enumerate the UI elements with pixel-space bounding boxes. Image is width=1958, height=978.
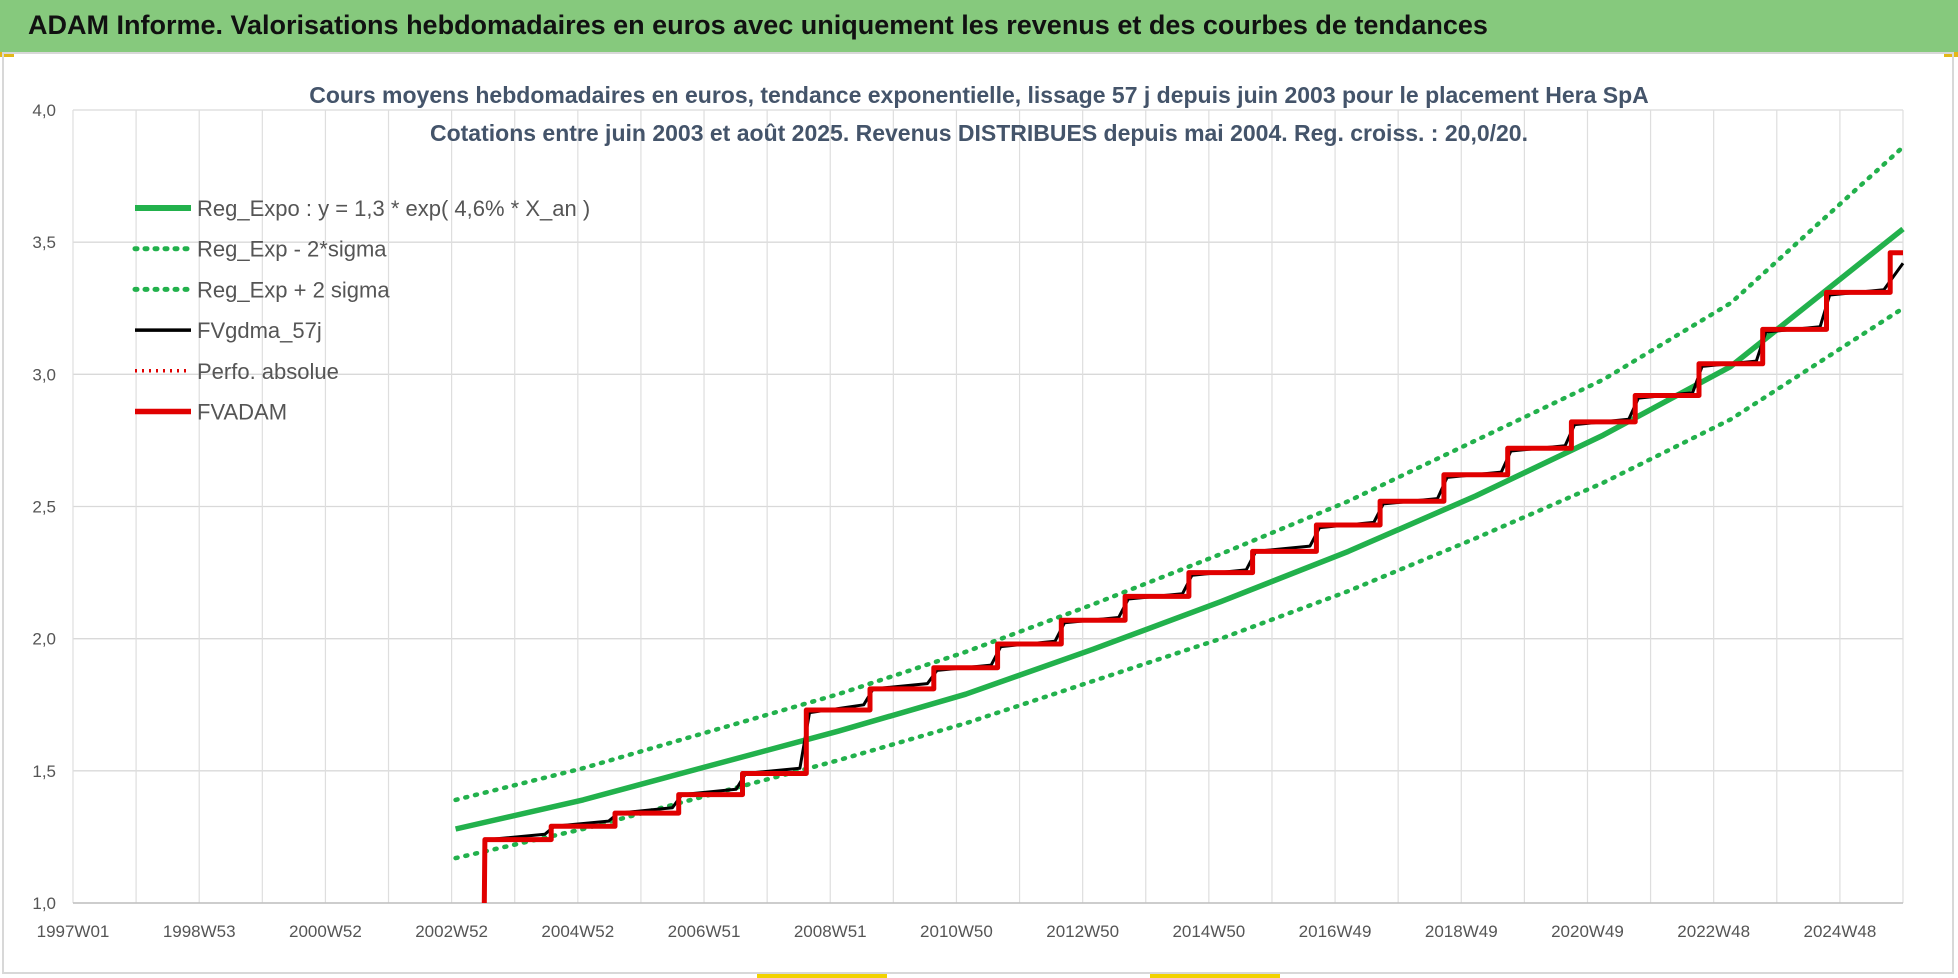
legend-label: Reg_Exp + 2 sigma [197, 277, 390, 302]
y-tick-label: 2,0 [32, 630, 56, 649]
legend-label: FVADAM [197, 400, 287, 425]
x-tick-label: 2014W50 [1172, 922, 1245, 941]
y-tick-label: 4,0 [32, 101, 56, 120]
y-tick-label: 3,0 [32, 365, 56, 384]
y-tick-label: 2,5 [32, 498, 56, 517]
series-line [484, 262, 1905, 842]
x-tick-label: 2018W49 [1425, 922, 1498, 941]
series-line [482, 251, 1903, 904]
y-tick-label: 3,5 [32, 233, 56, 252]
bottom-marker [757, 974, 887, 978]
x-tick-label: 2012W50 [1046, 922, 1119, 941]
page-title: ADAM Informe. Valorisations hebdomadaire… [28, 10, 1488, 40]
x-tick-label: 1998W53 [163, 922, 236, 941]
page-banner: ADAM Informe. Valorisations hebdomadaire… [0, 0, 1958, 52]
x-tick-label: 2022W48 [1677, 922, 1750, 941]
y-tick-label: 1,5 [32, 762, 56, 781]
corner-marker-left [0, 52, 14, 57]
chart-frame [2, 52, 1954, 974]
x-tick-label: 2004W52 [541, 922, 614, 941]
series-line [454, 226, 1905, 832]
x-tick-label: 2002W52 [415, 922, 488, 941]
legend-label: Perfo. absolue [197, 359, 339, 384]
series-line [453, 144, 1906, 803]
x-tick-label: 2024W48 [1804, 922, 1877, 941]
corner-marker-right [1944, 52, 1958, 57]
series-line [481, 250, 1903, 904]
legend-label: FVgdma_57j [197, 318, 322, 343]
chart-title: Cours moyens hebdomadaires en euros, ten… [309, 82, 1649, 108]
y-tick-label: 1,0 [32, 894, 56, 913]
series-line [453, 306, 1906, 861]
x-tick-label: 1997W01 [37, 922, 110, 941]
x-tick-label: 2008W51 [794, 922, 867, 941]
x-tick-label: 2000W52 [289, 922, 362, 941]
chart-subtitle: Cotations entre juin 2003 et août 2025. … [429, 120, 1528, 146]
legend-label: Reg_Exp - 2*sigma [197, 237, 387, 262]
x-tick-label: 2006W51 [668, 922, 741, 941]
bottom-marker [1150, 974, 1280, 978]
x-tick-label: 2020W49 [1551, 922, 1624, 941]
x-tick-label: 2010W50 [920, 922, 993, 941]
legend-label: Reg_Expo : y = 1,3 * exp( 4,6% * X_an ) [197, 196, 590, 221]
x-tick-label: 2016W49 [1299, 922, 1372, 941]
